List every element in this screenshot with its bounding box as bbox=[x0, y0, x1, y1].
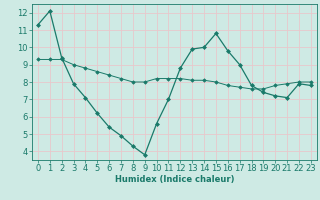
X-axis label: Humidex (Indice chaleur): Humidex (Indice chaleur) bbox=[115, 175, 234, 184]
